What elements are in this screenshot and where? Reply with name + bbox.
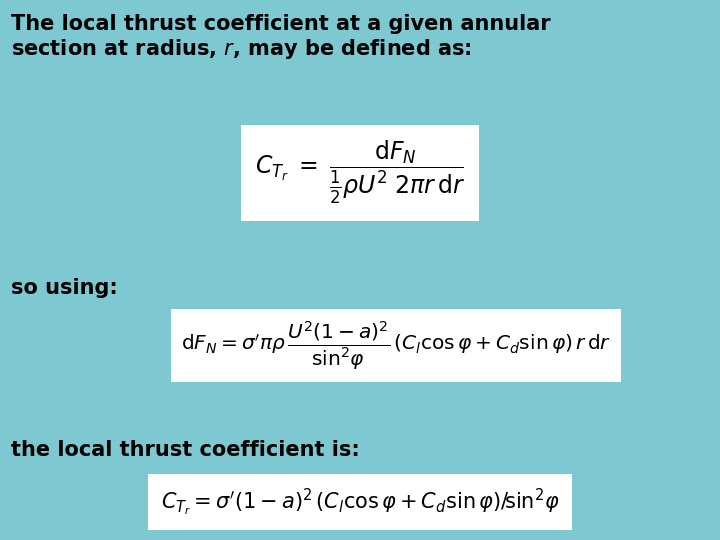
Text: $C_{T_r} = \sigma'(1-a)^2\,(C_l\cos\varphi + C_d\sin\varphi)/\!\sin^2\!\varphi$: $C_{T_r} = \sigma'(1-a)^2\,(C_l\cos\varp…: [161, 487, 559, 518]
Text: The local thrust coefficient at a given annular
section at radius, $\mathit{r}$,: The local thrust coefficient at a given …: [11, 14, 550, 61]
Text: $\mathrm{d}F_N = \sigma'\pi\rho\,\dfrac{U^2(1-a)^2}{\sin^2\!\varphi}\,(C_l\cos\v: $\mathrm{d}F_N = \sigma'\pi\rho\,\dfrac{…: [181, 319, 611, 372]
Text: so using:: so using:: [11, 278, 117, 298]
Text: $C_{T_r}\; =\; \dfrac{\mathrm{d}F_N}{\frac{1}{2}\rho U^2\;2\pi r\,\mathrm{d}r}$: $C_{T_r}\; =\; \dfrac{\mathrm{d}F_N}{\fr…: [255, 139, 465, 206]
Text: the local thrust coefficient is:: the local thrust coefficient is:: [11, 440, 359, 460]
